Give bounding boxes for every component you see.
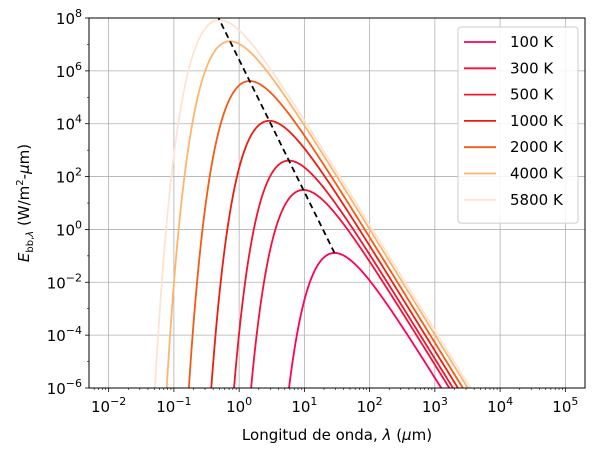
series-line-100k: [288, 252, 443, 388]
series-line-1000k: [210, 119, 459, 388]
y-tick-label: 10−2: [47, 271, 82, 292]
series-line-4000k: [165, 40, 469, 388]
x-tick-label: 105: [552, 395, 578, 416]
series-line-500k: [233, 159, 455, 388]
legend-label: 2000 K: [510, 138, 564, 156]
x-tick-label: 102: [357, 395, 383, 416]
legend: 100 K 300 K 500 K 1000 K 2000 K 4000 K 5800 K: [457, 26, 579, 224]
legend-label: 300 K: [510, 59, 554, 77]
y-tick-label: 104: [56, 113, 82, 134]
y-tick-label: 10−4: [47, 324, 82, 345]
y-tick-label: 102: [56, 166, 82, 187]
ticks: 10−2 10−1 100 101 102 103 104 105 10−6 10−4 10−2 10…: [47, 7, 579, 416]
legend-label: 5800 K: [510, 191, 564, 209]
series-line-5800k: [154, 19, 472, 388]
x-tick-label: 103: [422, 395, 448, 416]
legend-label: 4000 K: [510, 165, 564, 183]
y-tick-label: 106: [56, 60, 82, 81]
y-tick-label: 10−6: [47, 377, 82, 398]
series-line-2000k: [187, 80, 464, 388]
series-line-300k: [250, 189, 451, 388]
x-tick-label: 101: [291, 395, 317, 416]
curves: [154, 18, 472, 388]
legend-label: 1000 K: [510, 112, 564, 130]
x-tick-label: 10−2: [91, 395, 126, 416]
x-tick-label: 100: [226, 395, 252, 416]
y-tick-label: 108: [56, 7, 82, 28]
x-tick-label: 104: [487, 395, 513, 416]
legend-label: 100 K: [510, 33, 554, 51]
x-tick-label: 10−1: [156, 395, 191, 416]
y-tick-label: 100: [56, 218, 82, 239]
x-axis-title: Longitud de onda, λ (μm): [242, 426, 432, 444]
legend-label: 500 K: [510, 86, 554, 104]
peak-locus-line: [217, 18, 336, 254]
